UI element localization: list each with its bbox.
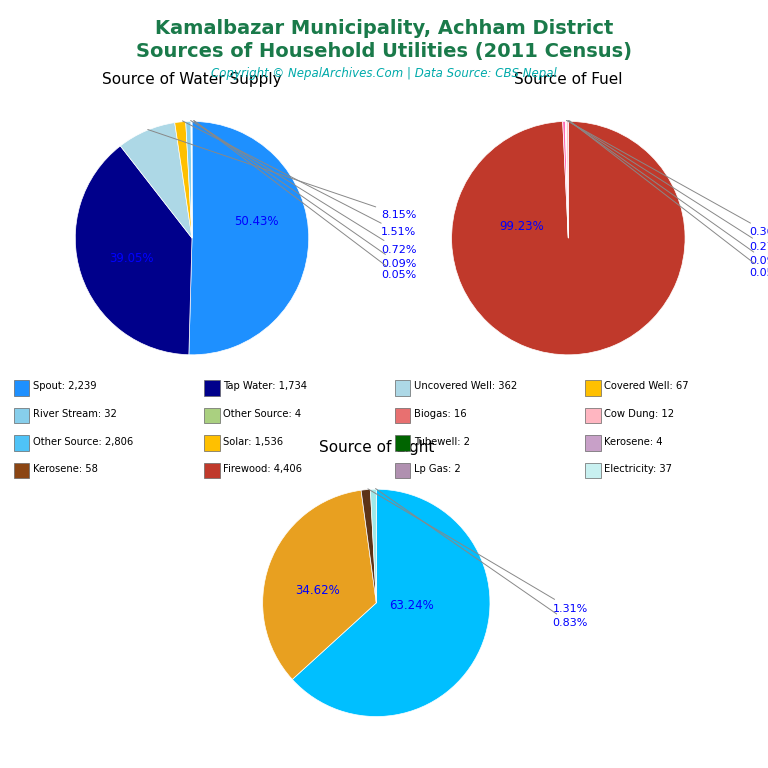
Wedge shape — [452, 121, 685, 355]
Text: 0.36%: 0.36% — [566, 121, 768, 237]
Text: Copyright © NepalArchives.Com | Data Source: CBS Nepal: Copyright © NepalArchives.Com | Data Sou… — [211, 67, 557, 80]
Text: Lp Gas: 2: Lp Gas: 2 — [414, 464, 461, 475]
Text: Sources of Household Utilities (2011 Census): Sources of Household Utilities (2011 Cen… — [136, 42, 632, 61]
Wedge shape — [566, 121, 568, 238]
Title: Source of Fuel: Source of Fuel — [514, 72, 623, 87]
Wedge shape — [361, 489, 376, 603]
Text: 1.31%: 1.31% — [368, 489, 588, 614]
Text: Kamalbazar Municipality, Achham District: Kamalbazar Municipality, Achham District — [155, 19, 613, 38]
Wedge shape — [563, 121, 568, 238]
Text: Kerosene: 58: Kerosene: 58 — [33, 464, 98, 475]
Text: 63.24%: 63.24% — [389, 599, 434, 612]
Text: Cow Dung: 12: Cow Dung: 12 — [604, 409, 674, 419]
Wedge shape — [263, 490, 376, 680]
Text: 0.05%: 0.05% — [570, 121, 768, 278]
Text: Electricity: 37: Electricity: 37 — [604, 464, 673, 475]
Text: 0.27%: 0.27% — [568, 121, 768, 253]
Text: 8.15%: 8.15% — [147, 130, 416, 220]
Text: 34.62%: 34.62% — [295, 584, 340, 597]
Wedge shape — [121, 123, 192, 238]
Text: Other Source: 2,806: Other Source: 2,806 — [33, 436, 134, 447]
Wedge shape — [191, 121, 192, 238]
Title: Source of Light: Source of Light — [319, 441, 434, 455]
Text: Kerosene: 4: Kerosene: 4 — [604, 436, 663, 447]
Text: 0.83%: 0.83% — [376, 488, 588, 628]
Text: 1.51%: 1.51% — [183, 121, 416, 237]
Wedge shape — [186, 121, 192, 238]
Text: River Stream: 32: River Stream: 32 — [33, 409, 117, 419]
Text: Firewood: 4,406: Firewood: 4,406 — [223, 464, 303, 475]
Title: Source of Water Supply: Source of Water Supply — [102, 72, 282, 87]
Wedge shape — [174, 121, 192, 238]
Wedge shape — [189, 121, 309, 355]
Text: Covered Well: 67: Covered Well: 67 — [604, 381, 689, 392]
Wedge shape — [370, 489, 376, 603]
Text: 50.43%: 50.43% — [234, 215, 279, 228]
Text: Biogas: 16: Biogas: 16 — [414, 409, 467, 419]
Text: Other Source: 4: Other Source: 4 — [223, 409, 302, 419]
Text: 39.05%: 39.05% — [109, 252, 154, 265]
Text: 0.72%: 0.72% — [190, 121, 416, 255]
Wedge shape — [566, 121, 568, 238]
Text: 0.05%: 0.05% — [194, 121, 416, 280]
Text: Uncovered Well: 362: Uncovered Well: 362 — [414, 381, 517, 392]
Text: Spout: 2,239: Spout: 2,239 — [33, 381, 97, 392]
Text: Solar: 1,536: Solar: 1,536 — [223, 436, 283, 447]
Text: Tap Water: 1,734: Tap Water: 1,734 — [223, 381, 307, 392]
Text: 0.09%: 0.09% — [568, 121, 768, 266]
Text: Tubewell: 2: Tubewell: 2 — [414, 436, 470, 447]
Wedge shape — [75, 146, 192, 355]
Wedge shape — [565, 121, 568, 238]
Text: 99.23%: 99.23% — [499, 220, 544, 233]
Text: 0.09%: 0.09% — [194, 121, 416, 269]
Wedge shape — [293, 489, 490, 717]
